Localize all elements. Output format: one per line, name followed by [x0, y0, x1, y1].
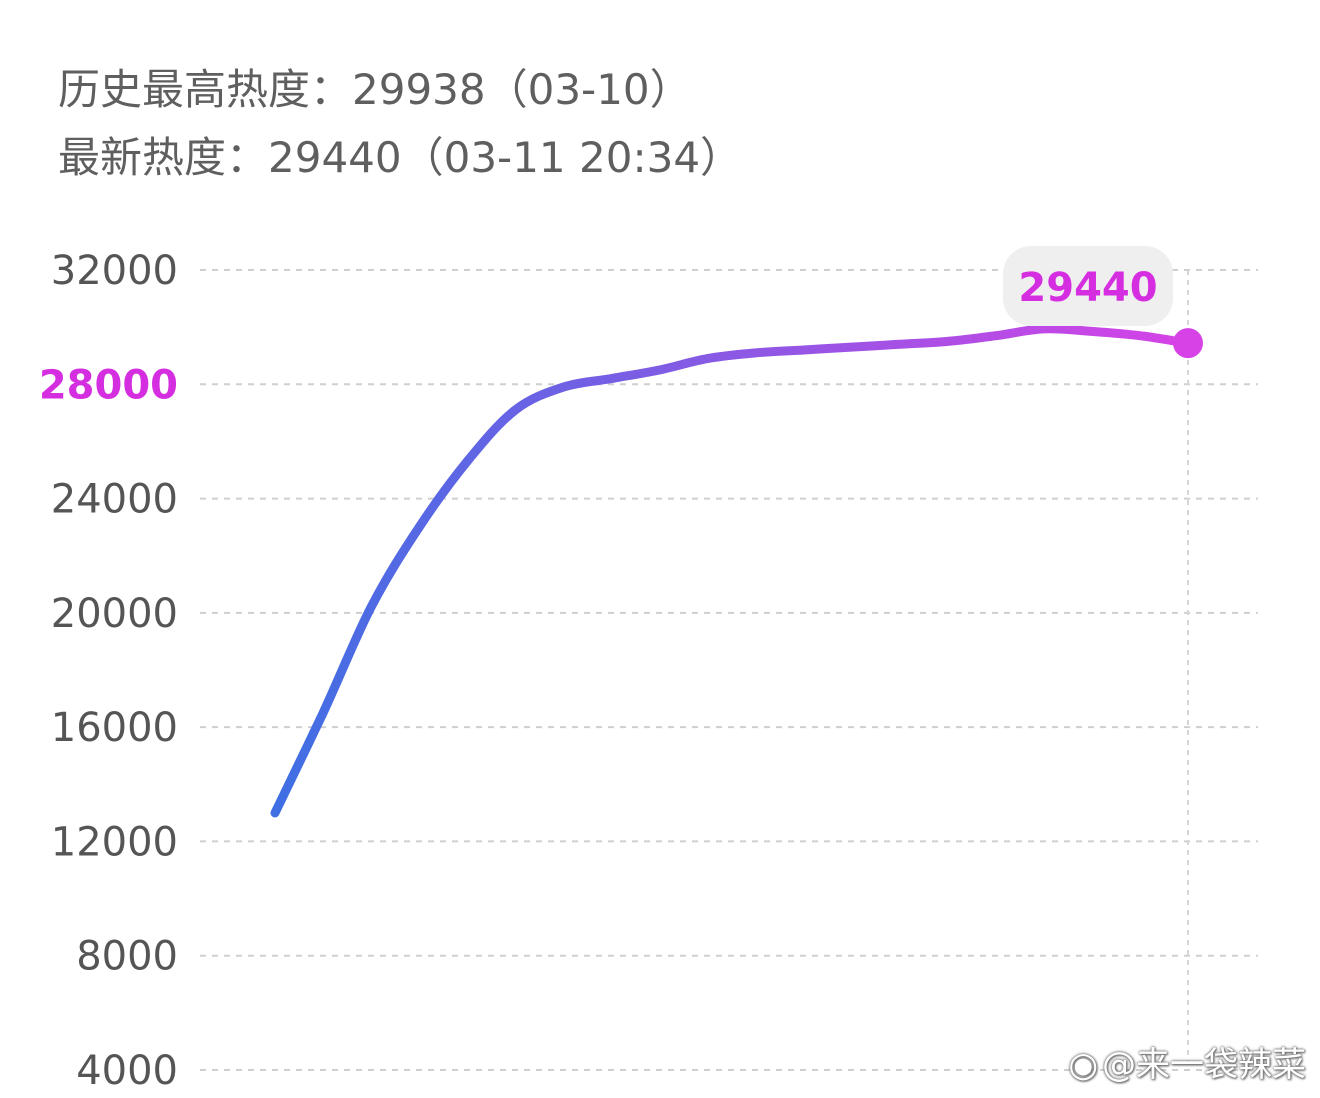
- callout-value-label: 29440: [1018, 265, 1157, 311]
- peak-heat-text: 历史最高热度：29938（03-10）: [58, 65, 692, 114]
- y-tick-label-8000: 8000: [76, 934, 178, 980]
- latest-point-marker: [1173, 328, 1203, 359]
- latest-heat-text: 最新热度：29440（03-11 20:34）: [58, 133, 743, 182]
- y-tick-label-20000: 20000: [51, 591, 178, 637]
- watermark: ◉ @来一袋辣菜: [1068, 1037, 1306, 1086]
- y-tick-label-28000: 28000: [39, 362, 178, 408]
- grid-lines: [200, 269, 1258, 1071]
- weibo-icon: ◉: [1068, 1045, 1098, 1085]
- y-tick-label-4000: 4000: [76, 1048, 178, 1094]
- y-axis-ticks: 32000 28000 24000 20000 16000 12000 8000 4000: [39, 248, 178, 1094]
- y-tick-label-32000: 32000: [51, 248, 178, 294]
- watermark-text: @来一袋辣菜: [1102, 1045, 1306, 1085]
- y-tick-label-24000: 24000: [51, 477, 178, 523]
- chart-header: 历史最高热度：29938（03-10） 最新热度：29440（03-11 20:…: [58, 56, 742, 192]
- callout-background: [1003, 246, 1173, 326]
- y-tick-label-16000: 16000: [51, 705, 178, 751]
- latest-value-callout: 29440: [1003, 246, 1173, 326]
- series-line: [270, 324, 1193, 818]
- y-tick-label-12000: 12000: [51, 819, 178, 865]
